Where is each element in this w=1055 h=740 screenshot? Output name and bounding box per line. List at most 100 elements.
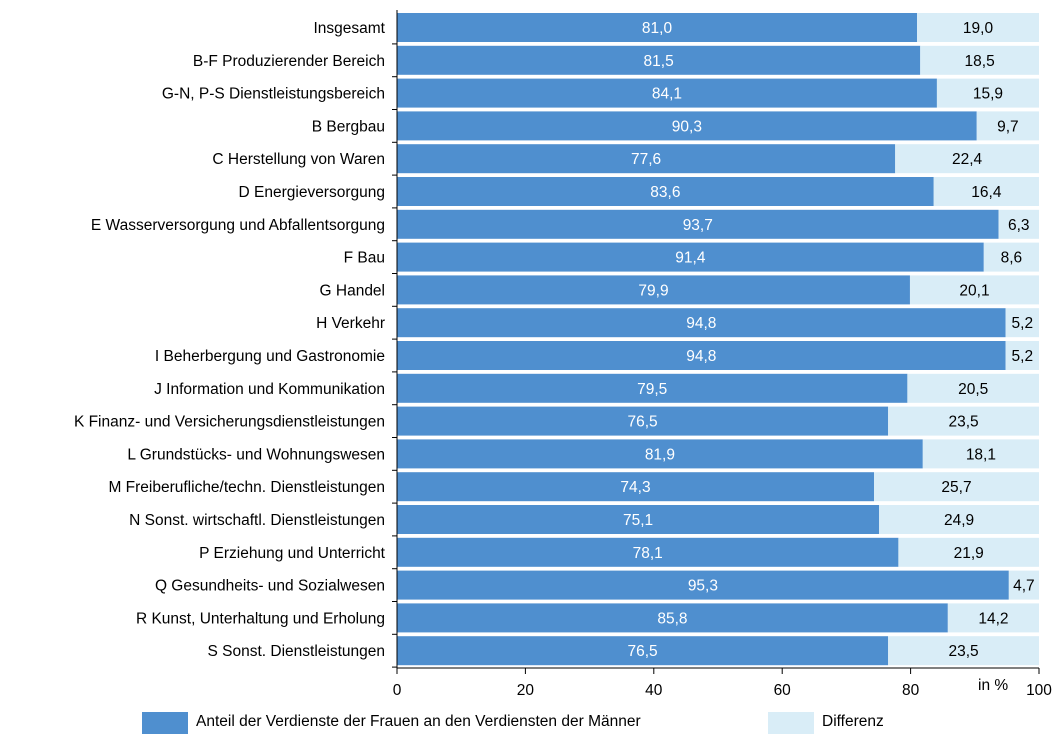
- data-label-differenz: 19,0: [963, 20, 994, 37]
- category-label: D Energieversorgung: [239, 184, 385, 201]
- bar-differenz: [888, 406, 1039, 436]
- x-axis-title: in %: [978, 677, 1009, 694]
- bar-frauen: [397, 78, 937, 108]
- x-tick-label: 0: [393, 682, 402, 699]
- bar-frauen: [397, 603, 948, 633]
- data-label-frauen: 79,9: [638, 282, 668, 299]
- x-tick-label: 40: [645, 682, 663, 699]
- bar-frauen: [397, 439, 923, 469]
- bar-frauen: [397, 570, 1009, 600]
- data-label-differenz: 24,9: [944, 512, 974, 529]
- bar-differenz: [976, 111, 1039, 141]
- data-label-differenz: 9,7: [997, 118, 1019, 135]
- data-label-frauen: 81,5: [644, 53, 674, 70]
- bar-frauen: [397, 505, 880, 534]
- category-label: N Sonst. wirtschaftl. Dienstleistungen: [129, 512, 385, 529]
- data-label-frauen: 94,8: [686, 348, 716, 365]
- data-label-frauen: 76,5: [627, 414, 657, 431]
- bar-differenz: [907, 373, 1039, 403]
- category-label: E Wasserversorgung und Abfallentsorgung: [91, 217, 385, 234]
- data-label-differenz: 5,2: [1012, 348, 1034, 365]
- bar-frauen: [397, 144, 896, 174]
- bar-differenz: [920, 45, 1039, 75]
- bar-differenz: [922, 439, 1039, 469]
- bar-differenz: [1005, 308, 1039, 338]
- data-label-differenz: 22,4: [952, 151, 983, 168]
- category-label: R Kunst, Unterhaltung und Erholung: [136, 610, 385, 627]
- legend-label-differenz: Differenz: [822, 713, 884, 730]
- data-label-differenz: 20,1: [959, 282, 989, 299]
- bar-differenz: [898, 537, 1039, 567]
- bar-frauen: [397, 13, 918, 42]
- category-label: Q Gesundheits- und Sozialwesen: [155, 578, 385, 595]
- category-label: S Sonst. Dienstleistungen: [208, 643, 386, 660]
- data-label-frauen: 75,1: [623, 512, 653, 529]
- data-label-differenz: 4,7: [1013, 578, 1035, 595]
- data-label-differenz: 21,9: [954, 545, 984, 562]
- data-label-frauen: 76,5: [627, 643, 657, 660]
- bar-frauen: [397, 275, 910, 305]
- data-label-frauen: 95,3: [688, 578, 718, 595]
- data-label-differenz: 5,2: [1012, 315, 1034, 332]
- bar-differenz: [1008, 570, 1039, 600]
- data-label-differenz: 23,5: [948, 643, 978, 660]
- data-label-frauen: 91,4: [675, 250, 706, 267]
- category-label: H Verkehr: [316, 315, 385, 332]
- data-label-frauen: 78,1: [633, 545, 663, 562]
- category-label: P Erziehung und Unterricht: [199, 545, 386, 562]
- data-label-frauen: 90,3: [672, 118, 702, 135]
- bar-differenz: [874, 472, 1039, 502]
- bars-group: [397, 13, 1039, 666]
- bar-frauen: [397, 341, 1006, 370]
- data-label-frauen: 83,6: [650, 184, 680, 201]
- x-axis: 0 20 40 60 80 100: [392, 10, 1052, 699]
- category-label: I Beherbergung und Gastronomie: [155, 348, 385, 365]
- data-label-differenz: 23,5: [948, 414, 978, 431]
- bar-differenz: [879, 505, 1039, 534]
- category-label: M Freiberufliche/techn. Dienstleistungen: [108, 479, 385, 496]
- category-labels-group: 81,0 19,0 Insgesamt 81,5 18,5 B-F Produzieren…: [74, 20, 1035, 660]
- bar-differenz: [998, 209, 1039, 239]
- category-label: F Bau: [344, 250, 385, 267]
- data-label-frauen: 81,0: [642, 20, 673, 37]
- bar-differenz: [936, 78, 1039, 108]
- bar-frauen: [397, 472, 875, 502]
- category-label: G Handel: [320, 282, 385, 299]
- x-tick-label: 100: [1026, 682, 1052, 699]
- bar-differenz: [888, 636, 1039, 666]
- bar-differenz: [947, 603, 1039, 633]
- bar-frauen: [397, 242, 984, 272]
- bar-frauen: [397, 537, 899, 567]
- data-label-frauen: 77,6: [631, 151, 661, 168]
- category-label: C Herstellung von Waren: [212, 151, 385, 168]
- bar-differenz: [933, 177, 1039, 206]
- data-label-differenz: 6,3: [1008, 217, 1030, 234]
- bar-frauen: [397, 209, 999, 239]
- bar-frauen: [397, 406, 889, 436]
- x-tick-label: 80: [902, 682, 920, 699]
- data-label-frauen: 81,9: [645, 446, 675, 463]
- category-label: J Information und Kommunikation: [154, 381, 385, 398]
- data-label-differenz: 18,1: [966, 446, 996, 463]
- legend-swatch-frauen: [142, 712, 188, 734]
- bar-frauen: [397, 636, 889, 666]
- category-label: B-F Produzierender Bereich: [193, 53, 385, 70]
- bar-frauen: [397, 177, 934, 206]
- data-label-differenz: 20,5: [958, 381, 988, 398]
- x-tick-label: 20: [517, 682, 535, 699]
- bar-differenz: [917, 13, 1039, 42]
- data-label-differenz: 25,7: [941, 479, 971, 496]
- data-label-frauen: 94,8: [686, 315, 716, 332]
- bar-differenz: [983, 242, 1039, 272]
- data-label-differenz: 14,2: [978, 610, 1008, 627]
- data-label-frauen: 74,3: [620, 479, 650, 496]
- data-label-differenz: 18,5: [965, 53, 995, 70]
- data-label-differenz: 8,6: [1001, 250, 1023, 267]
- legend-swatch-differenz: [768, 712, 814, 734]
- bar-frauen: [397, 373, 908, 403]
- bar-frauen: [397, 308, 1006, 338]
- bar-differenz: [895, 144, 1039, 174]
- category-label: B Bergbau: [312, 118, 385, 135]
- data-label-frauen: 93,7: [683, 217, 713, 234]
